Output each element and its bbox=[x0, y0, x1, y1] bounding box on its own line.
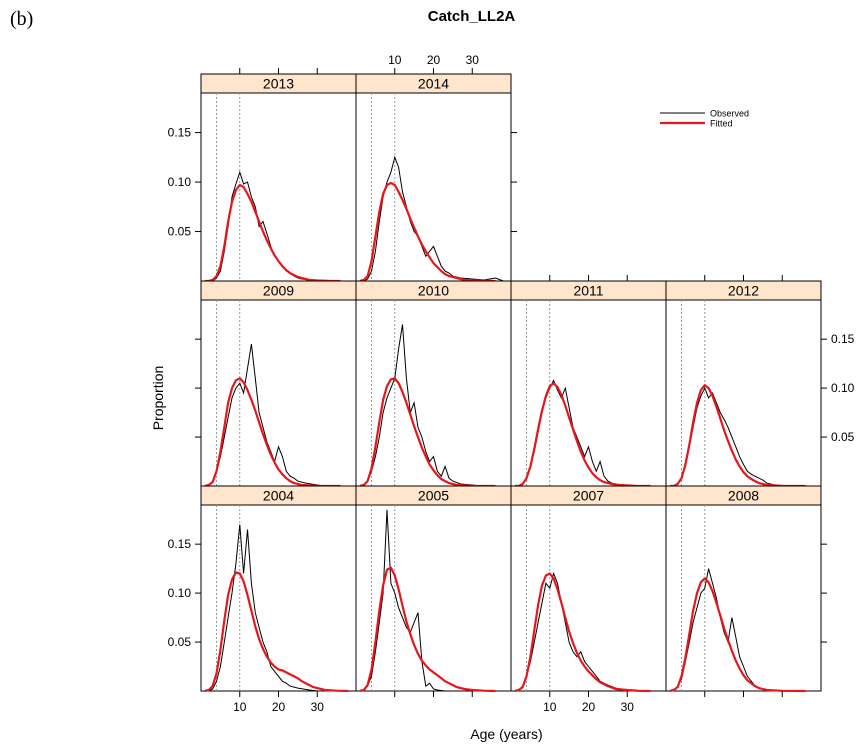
y-tick-label: 0.15 bbox=[168, 126, 192, 140]
fitted-line-2010 bbox=[359, 377, 496, 488]
x-tick-label: 30 bbox=[621, 700, 635, 714]
panel-strip-label-2010: 2010 bbox=[418, 283, 449, 299]
y-tick-label: 0.05 bbox=[168, 635, 192, 649]
fitted-line-2009 bbox=[204, 377, 341, 488]
fitted-line-2012 bbox=[669, 384, 806, 488]
figure-panel-letter: (b) bbox=[10, 8, 34, 30]
x-tick-label: 30 bbox=[311, 700, 325, 714]
panel-strip-label-2007: 2007 bbox=[573, 488, 604, 504]
legend-label-observed: Observed bbox=[710, 109, 749, 119]
panel-frame-2014 bbox=[355, 92, 512, 282]
panel-strip-label-2012: 2012 bbox=[728, 283, 759, 299]
panel-strip-label-2011: 2011 bbox=[573, 283, 603, 299]
observed-line-2008 bbox=[669, 568, 775, 692]
x-tick-label: 20 bbox=[272, 700, 286, 714]
panel-frame-2012 bbox=[665, 299, 822, 487]
fitted-line-2004 bbox=[204, 571, 349, 693]
fitted-line-2007 bbox=[514, 572, 651, 693]
panel-strip-label-2014: 2014 bbox=[418, 76, 449, 92]
panel-frame-2011 bbox=[510, 299, 667, 487]
observed-line-2014 bbox=[359, 155, 504, 282]
legend-label-fitted: Fitted bbox=[710, 119, 733, 129]
fitted-line-2014 bbox=[359, 181, 496, 283]
y-tick-label: 0.05 bbox=[831, 430, 855, 444]
y-tick-label: 0.15 bbox=[831, 332, 855, 346]
x-tick-label: 10 bbox=[543, 700, 557, 714]
fitted-line-2008 bbox=[669, 577, 806, 693]
fitted-line-2005 bbox=[359, 566, 496, 693]
x-tick-label: 20 bbox=[427, 53, 441, 67]
panel-strip-label-2013: 2013 bbox=[263, 76, 294, 92]
chart-title: Catch_LL2A bbox=[427, 8, 516, 25]
panel-frame-2009 bbox=[200, 299, 357, 487]
observed-line-2005 bbox=[359, 509, 446, 692]
y-tick-label: 0.10 bbox=[168, 586, 192, 600]
y-tick-label: 0.10 bbox=[168, 175, 192, 189]
y-tick-label: 0.10 bbox=[831, 381, 855, 395]
panel-strip-label-2004: 2004 bbox=[263, 488, 294, 504]
observed-line-2004 bbox=[204, 524, 318, 692]
y-tick-label: 0.05 bbox=[168, 225, 192, 239]
x-tick-label: 10 bbox=[233, 700, 247, 714]
observed-line-2009 bbox=[204, 344, 326, 487]
y-tick-label: 0.15 bbox=[168, 537, 192, 551]
x-axis-label: Age (years) bbox=[470, 726, 543, 742]
observed-line-2010 bbox=[359, 324, 481, 487]
panel-frame-2008 bbox=[665, 504, 822, 692]
x-tick-label: 20 bbox=[582, 700, 596, 714]
fitted-line-2013 bbox=[204, 183, 341, 283]
fitted-line-2011 bbox=[514, 382, 651, 488]
panel-strip-label-2009: 2009 bbox=[263, 283, 294, 299]
panel-frame-2007 bbox=[510, 504, 667, 692]
panel-strip-label-2008: 2008 bbox=[728, 488, 759, 504]
panel-frame-2005 bbox=[355, 504, 512, 692]
x-tick-label: 10 bbox=[388, 53, 402, 67]
panel-frame-2004 bbox=[200, 504, 357, 692]
x-tick-label: 30 bbox=[466, 53, 480, 67]
panel-strip-label-2005: 2005 bbox=[418, 488, 449, 504]
observed-line-2011 bbox=[514, 379, 628, 487]
